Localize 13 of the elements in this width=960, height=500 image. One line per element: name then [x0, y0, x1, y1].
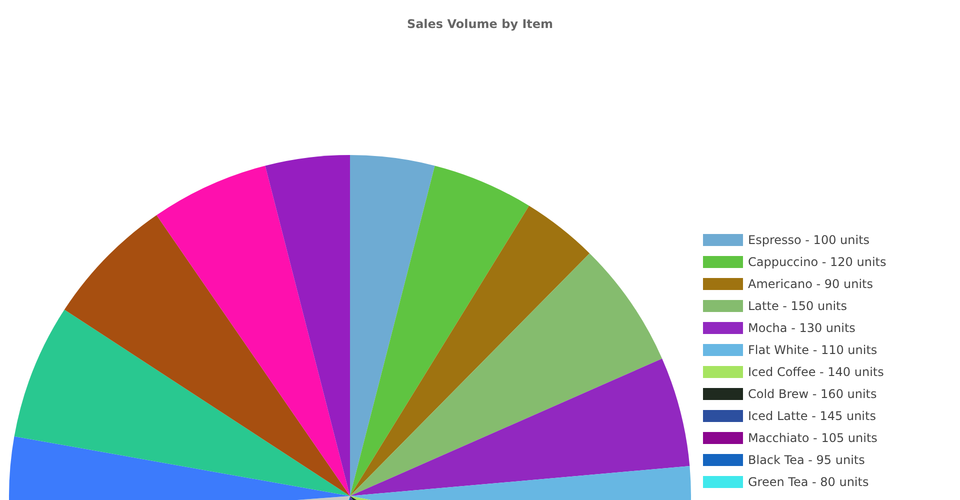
legend-label: Espresso - 100 units — [748, 233, 870, 247]
legend-label: Cappuccino - 120 units — [748, 255, 886, 269]
legend-label: Macchiato - 105 units — [748, 431, 878, 445]
legend-label: Latte - 150 units — [748, 299, 848, 313]
legend-label: Mocha - 130 units — [748, 321, 856, 335]
chart-title: Sales Volume by Item — [406, 17, 554, 31]
legend-label: Green Tea - 80 units — [748, 475, 869, 489]
legend-label: Iced Coffee - 140 units — [748, 365, 884, 379]
legend-label: Cold Brew - 160 units — [748, 387, 877, 401]
legend-label: Iced Latte - 145 units — [748, 409, 876, 423]
legend-label: Flat White - 110 units — [748, 343, 878, 357]
legend-label: Americano - 90 units — [748, 277, 873, 291]
legend-label: Black Tea - 95 units — [748, 453, 865, 467]
